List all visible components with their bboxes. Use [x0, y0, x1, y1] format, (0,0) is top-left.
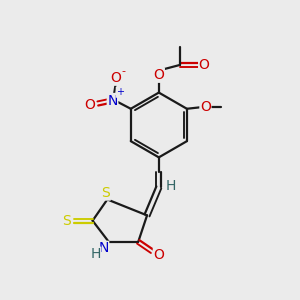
Text: O: O — [200, 100, 211, 114]
Text: O: O — [153, 248, 164, 262]
Text: -: - — [122, 66, 126, 76]
Text: O: O — [199, 58, 210, 72]
Text: O: O — [153, 68, 164, 82]
Text: +: + — [116, 87, 124, 97]
Text: O: O — [110, 71, 121, 85]
Text: S: S — [101, 186, 110, 200]
Text: H: H — [90, 247, 101, 261]
Text: N: N — [107, 94, 118, 107]
Text: O: O — [84, 98, 95, 112]
Text: S: S — [62, 214, 70, 228]
Text: H: H — [166, 179, 176, 193]
Text: N: N — [98, 241, 109, 255]
